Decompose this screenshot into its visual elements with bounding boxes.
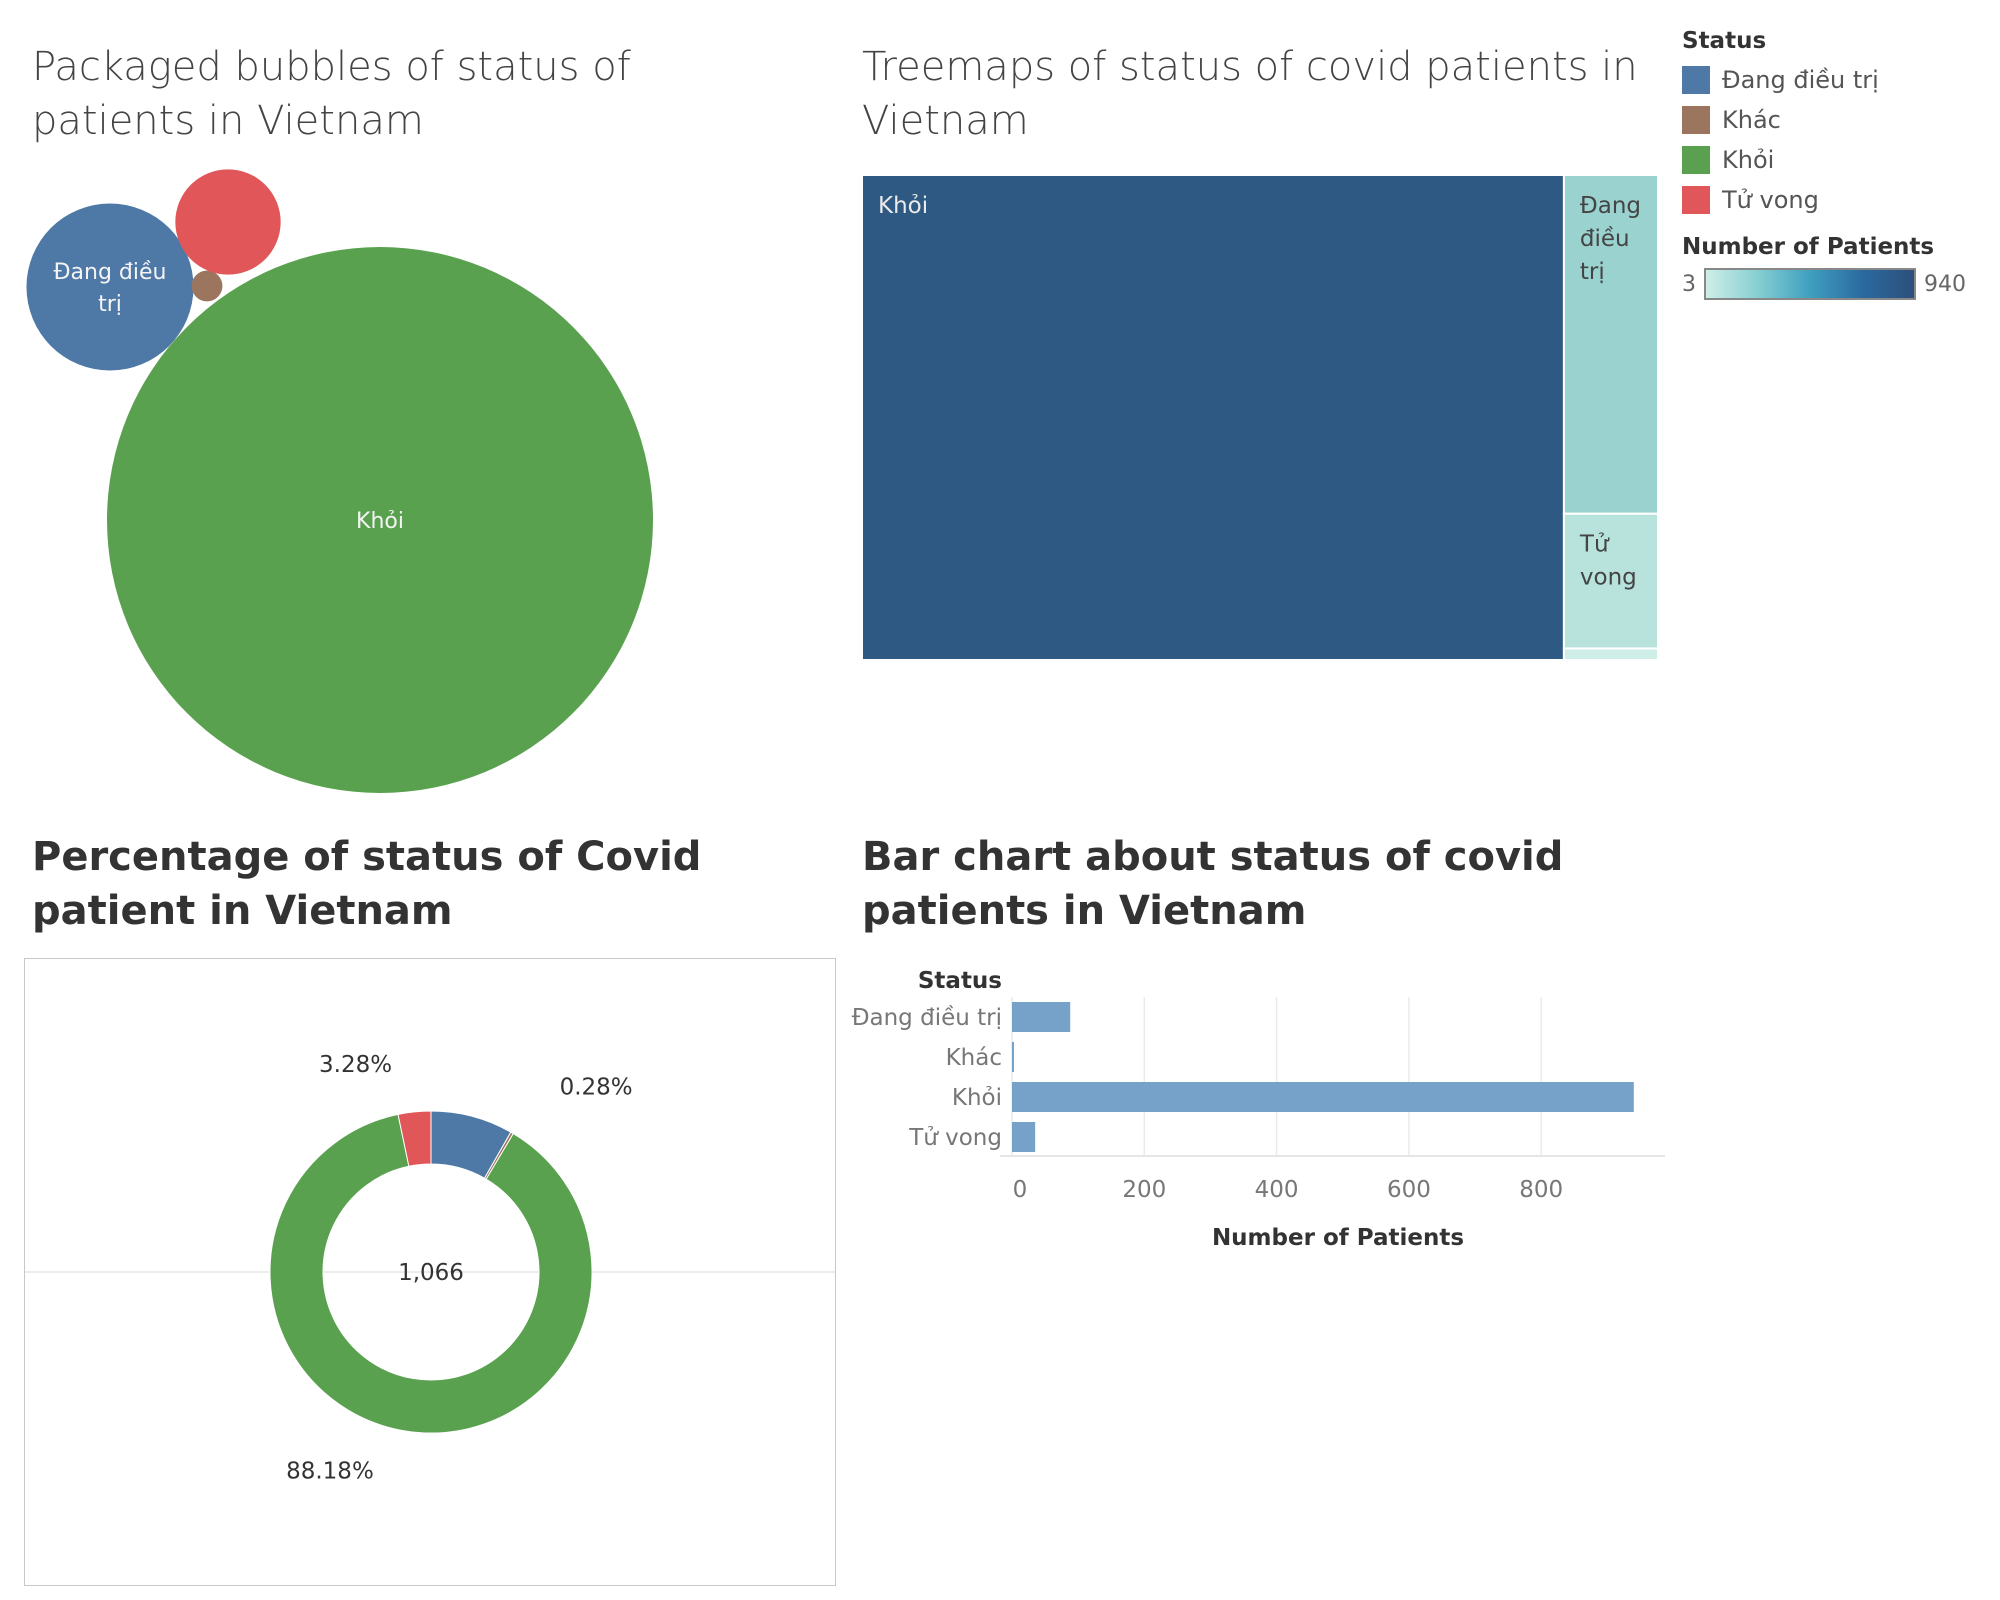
- bar-tu-vong[interactable]: [1012, 1122, 1036, 1152]
- legend-label: Khác: [1722, 106, 1781, 134]
- bubble-label: trị: [98, 292, 122, 317]
- treemap-chart: Khỏi Đang điều trị Tử vong: [862, 175, 1658, 660]
- legend-swatch: [1682, 186, 1710, 214]
- treemap-title: Treemaps of status of covid patients in …: [862, 44, 1638, 144]
- bubble-khoi[interactable]: [107, 247, 653, 793]
- donut-chart-frame: 0.28% 88.18% 3.28% 1,066: [24, 958, 836, 1586]
- donut-chart: 0.28% 88.18% 3.28% 1,066: [25, 1052, 835, 1484]
- bar-khoi[interactable]: [1012, 1082, 1634, 1112]
- color-scale: 3 940: [1682, 268, 1982, 300]
- bubble-label: Khỏi: [356, 509, 404, 534]
- bar-x-tick: 600: [1387, 1177, 1431, 1203]
- bar-dang-dieu-tri[interactable]: [1012, 1002, 1071, 1032]
- bar-chart-title: Bar chart about status of covid patients…: [862, 834, 1564, 934]
- legend-swatch: [1682, 106, 1710, 134]
- legend-swatch: [1682, 66, 1710, 94]
- bubble-dang-dieu-tri[interactable]: [26, 203, 194, 371]
- bar-chart: 0 200 400 600 800 Status Đang điều trị Khác Khỏi…: [852, 968, 1665, 1251]
- color-scale-min: 3: [1682, 271, 1696, 297]
- legend-item-tu-vong[interactable]: Tử vong: [1682, 180, 1982, 220]
- legend-swatch: [1682, 146, 1710, 174]
- treemap-label: trị: [1580, 259, 1605, 285]
- color-scale-bar: [1704, 268, 1916, 300]
- donut-percent-label: 88.18%: [286, 1458, 374, 1484]
- bar-khac[interactable]: [1012, 1042, 1014, 1072]
- donut-slice-tu-vong[interactable]: [397, 1110, 432, 1167]
- legend-item-khac[interactable]: Khác: [1682, 100, 1982, 140]
- bar-category-label: Khác: [946, 1045, 1002, 1071]
- donut-chart-title: Percentage of status of Covid patient in…: [32, 834, 702, 934]
- legend-label: Khỏi: [1722, 146, 1775, 174]
- bubble-chart: Đang điều trị Khỏi: [26, 169, 653, 793]
- legend-panel: Status Đang điều trị Khác Khỏi Tử vong N…: [1682, 28, 1982, 300]
- treemap-label: vong: [1580, 565, 1637, 591]
- legend-label: Tử vong: [1722, 186, 1819, 214]
- donut-center-total: 1,066: [398, 1260, 464, 1286]
- treemap-label: Khỏi: [878, 193, 928, 219]
- legend-item-dang-dieu-tri[interactable]: Đang điều trị: [1682, 60, 1982, 100]
- bar-x-tick: 800: [1519, 1177, 1563, 1203]
- bubble-khac[interactable]: [191, 270, 223, 302]
- treemap-cell-khac[interactable]: [1562, 647, 1658, 660]
- bar-x-tick: 200: [1122, 1177, 1166, 1203]
- color-scale-title: Number of Patients: [1682, 234, 1935, 260]
- legend-title: Status: [1682, 28, 1767, 54]
- bar-x-tick: 0: [1013, 1177, 1028, 1203]
- bar-x-tick: 400: [1255, 1177, 1299, 1203]
- treemap-label: điều: [1580, 226, 1630, 252]
- bar-y-axis-title: Status: [918, 968, 1002, 994]
- bubble-tu-vong[interactable]: [175, 169, 281, 275]
- bar-x-axis-title: Number of Patients: [1212, 1225, 1464, 1251]
- treemap-cell-tu-vong[interactable]: [1562, 512, 1658, 650]
- treemap-cell-khoi[interactable]: [862, 175, 1565, 660]
- bar-category-label: Khỏi: [952, 1085, 1002, 1111]
- bubble-chart-title: Packaged bubbles of status of patients i…: [32, 44, 631, 144]
- treemap-label: Tử: [1579, 532, 1610, 558]
- donut-slice-khoi[interactable]: [269, 1113, 593, 1434]
- legend-item-khoi[interactable]: Khỏi: [1682, 140, 1982, 180]
- donut-percent-label: 0.28%: [560, 1075, 633, 1101]
- donut-percent-label: 3.28%: [319, 1052, 392, 1078]
- legend-label: Đang điều trị: [1722, 66, 1879, 94]
- color-scale-max: 940: [1924, 271, 1966, 297]
- bubble-label: Đang điều: [54, 260, 167, 285]
- bar-category-label: Đang điều trị: [852, 1005, 1002, 1031]
- bar-category-label: Tử vong: [908, 1125, 1002, 1151]
- treemap-label: Đang: [1580, 193, 1641, 219]
